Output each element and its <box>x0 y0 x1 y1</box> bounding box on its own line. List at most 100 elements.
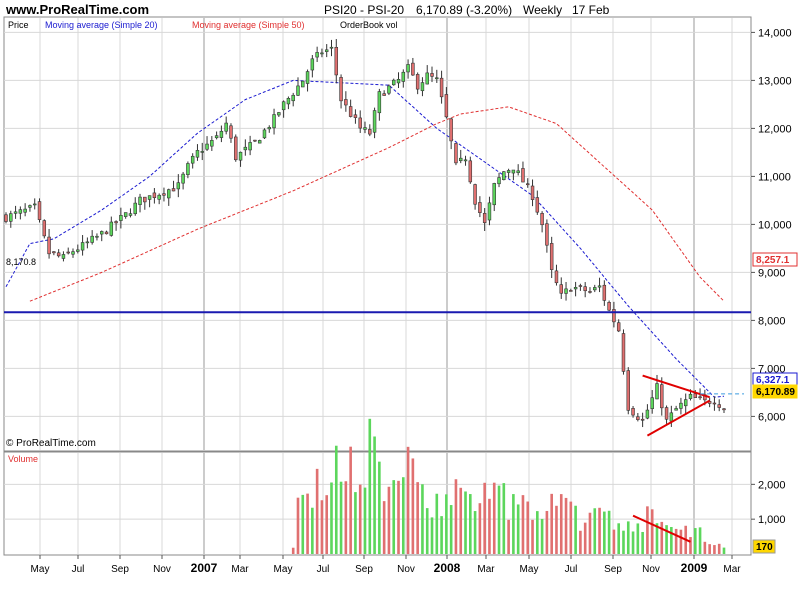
volume-bar <box>593 508 597 554</box>
candle-body <box>430 73 434 77</box>
volume-bar <box>445 494 448 554</box>
volume-bar <box>545 510 549 554</box>
volume-bar <box>693 528 697 554</box>
candle-body <box>382 93 386 96</box>
x-tick-label: Jul <box>565 564 578 575</box>
candle-body <box>267 127 271 130</box>
hline-label: 8,170.8 <box>6 257 36 267</box>
candle-body <box>32 203 37 206</box>
x-tick-label: Nov <box>397 564 415 575</box>
candle-body <box>143 196 147 203</box>
x-tick-label: 2007 <box>191 561 218 575</box>
volume-badge <box>752 539 776 554</box>
x-tick-label: Sep <box>111 564 129 575</box>
candle-body <box>281 101 286 111</box>
volume-bar <box>473 511 477 554</box>
candle-body <box>420 82 425 92</box>
candle-body <box>698 396 702 399</box>
candle-body <box>195 150 200 158</box>
volume-tick-label: 2,000 <box>758 479 786 491</box>
candle-body <box>205 143 209 150</box>
x-tick-label: Jul <box>317 564 330 575</box>
volume-bar <box>650 509 654 554</box>
candle-body <box>497 177 501 185</box>
x-tick-label: Sep <box>355 564 373 575</box>
candle-body <box>521 168 525 183</box>
candle-body <box>200 151 204 153</box>
volume-bar <box>449 505 453 554</box>
candle-body <box>693 393 698 398</box>
x-tick-label: Mar <box>477 564 495 575</box>
period-label: Weekly <box>523 3 562 17</box>
volume-bars <box>291 418 726 554</box>
candle-body <box>305 71 310 84</box>
volume-bar <box>717 543 721 554</box>
candle-body <box>516 170 520 173</box>
candle-body <box>650 397 654 410</box>
candle-body <box>47 236 51 255</box>
candle-body <box>674 408 678 411</box>
candle-body <box>660 384 664 409</box>
site-title[interactable]: www.ProRealTime.com <box>5 2 149 17</box>
candle-body <box>315 52 319 58</box>
price-badge <box>752 384 798 399</box>
volume-bar <box>674 528 678 554</box>
candle-body <box>301 80 305 88</box>
volume-bar <box>665 525 668 554</box>
candle-body <box>482 213 487 223</box>
candle-body <box>368 129 372 135</box>
volume-bar <box>564 497 568 554</box>
volume-bar <box>569 501 573 554</box>
candle-body <box>334 46 339 76</box>
trendlines <box>642 374 744 437</box>
candle-body <box>358 117 362 129</box>
candle-body <box>578 285 583 287</box>
candle-body <box>329 46 334 49</box>
volume-bar <box>540 518 544 554</box>
candle-body <box>387 85 391 94</box>
candle-body <box>90 235 94 243</box>
candle-body <box>597 285 602 288</box>
x-tick-label: Sep <box>604 564 622 575</box>
volume-bar <box>641 531 644 554</box>
candle-body <box>679 402 683 409</box>
candle-body <box>257 140 262 144</box>
candle-body <box>478 202 482 213</box>
volume-bar <box>531 519 534 554</box>
candle-body <box>626 370 630 411</box>
volume-bar <box>660 521 664 554</box>
candle-body <box>717 404 721 408</box>
candle-body <box>425 72 429 85</box>
volume-bar <box>670 527 673 554</box>
volume-bar <box>550 493 553 554</box>
candle-body <box>502 171 506 181</box>
candle-body <box>645 409 650 419</box>
volume-bar <box>526 501 530 554</box>
volume-bar <box>502 483 506 554</box>
candle-body <box>607 302 611 311</box>
candle-body <box>272 114 276 129</box>
candle-body <box>80 242 85 251</box>
candle-body <box>190 155 195 164</box>
volume-bar <box>416 482 419 554</box>
price-tick-label: 13,000 <box>758 75 792 87</box>
candle-body <box>324 49 329 52</box>
x-tick-label: May <box>274 564 293 575</box>
volume-bar <box>411 458 415 554</box>
candle-body <box>243 146 248 151</box>
price-tick-label: 9,000 <box>758 267 786 279</box>
candle-body <box>114 221 118 224</box>
candle-body <box>128 213 133 216</box>
candle-body <box>640 418 645 421</box>
candle-body <box>42 220 47 237</box>
volume-bar <box>521 495 525 554</box>
candle-body <box>248 142 252 151</box>
price-badge-label: 6,170.89 <box>756 387 795 398</box>
volume-trendline <box>632 514 691 543</box>
price-tick-label: 11,000 <box>758 171 791 183</box>
candle-body <box>612 309 616 323</box>
candle-body <box>234 136 238 161</box>
volume-bar <box>588 512 592 554</box>
candle-body <box>444 94 449 118</box>
x-tick-label: May <box>31 564 50 575</box>
